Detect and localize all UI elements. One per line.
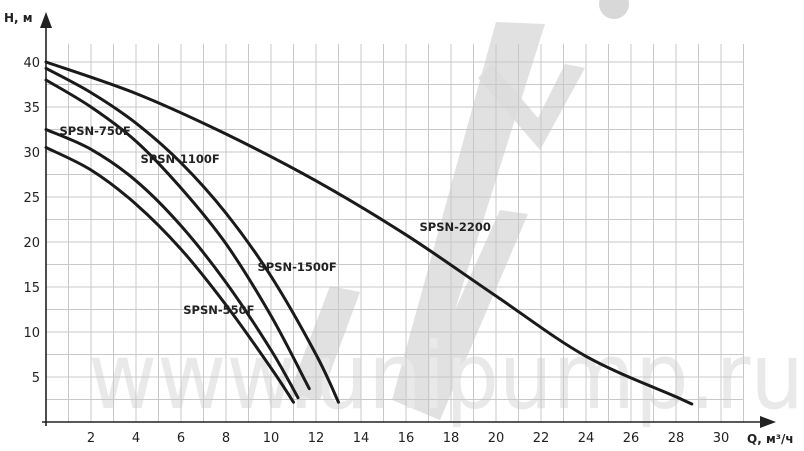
y-tick-label: 25 (23, 191, 40, 206)
x-tick-label: 16 (398, 431, 415, 446)
watermark-logo-mark (392, 22, 545, 420)
x-tick-label: 14 (353, 431, 370, 446)
y-tick-label: 20 (23, 236, 40, 251)
x-axis-title: Q, м³/ч (747, 432, 794, 446)
watermark-logo-mark-3 (288, 286, 360, 400)
y-tick-label: 10 (23, 326, 40, 341)
series-line-spsn-2200 (44, 60, 694, 406)
x-tick-label: 6 (177, 431, 185, 446)
tick-labels: 2 4 6 8 10 12 14 16 18 20 22 24 26 28 3051015202530354… (23, 56, 729, 446)
series-line-spsn-1100f (44, 78, 311, 391)
x-axis-arrow (760, 416, 776, 428)
x-tick-label: 4 (132, 431, 140, 446)
watermark-logo-dot (599, 0, 629, 19)
series-line-spsn-1500f (44, 66, 340, 404)
watermark: www.unipump.ru (88, 0, 804, 430)
y-tick-label: 30 (23, 146, 40, 161)
y-tick-label: 15 (23, 281, 40, 296)
series-line-spsn-550f (44, 146, 295, 404)
series-label-spsn-1100f: SPSN-1100F (141, 152, 220, 166)
x-tick-label: 20 (488, 431, 505, 446)
series-lines (44, 60, 694, 406)
y-tick-label: 35 (23, 101, 40, 116)
series-label-spsn-750f: SPSN-750F (60, 124, 131, 138)
watermark-logo-mark-2 (478, 64, 585, 150)
x-tick-label: 12 (308, 431, 325, 446)
y-tick-label: 5 (32, 371, 40, 386)
x-tick-label: 26 (623, 431, 640, 446)
series-label-spsn-2200: SPSN-2200 (420, 220, 491, 234)
series-label-spsn-1500f: SPSN-1500F (258, 260, 337, 274)
series-line-spsn-750f (44, 128, 300, 400)
x-tick-label: 10 (263, 431, 280, 446)
x-tick-label: 30 (713, 431, 730, 446)
x-tick-label: 8 (222, 431, 230, 446)
x-tick-label: 24 (578, 431, 595, 446)
x-tick-label: 22 (533, 431, 550, 446)
y-axis-title: H, м (4, 11, 33, 25)
axes: H, м Q, м³/ч (4, 11, 794, 446)
x-tick-label: 28 (668, 431, 685, 446)
grid (46, 44, 744, 422)
y-tick-label: 40 (23, 56, 40, 71)
x-tick-label: 2 (87, 431, 95, 446)
y-axis-arrow (40, 12, 52, 28)
x-tick-label: 18 (443, 431, 460, 446)
series-labels: SPSN-550F SPSN-750F SPSN-1100F SPSN-1500F SP… (60, 124, 491, 317)
series-label-spsn-550f: SPSN-550F (183, 303, 254, 317)
